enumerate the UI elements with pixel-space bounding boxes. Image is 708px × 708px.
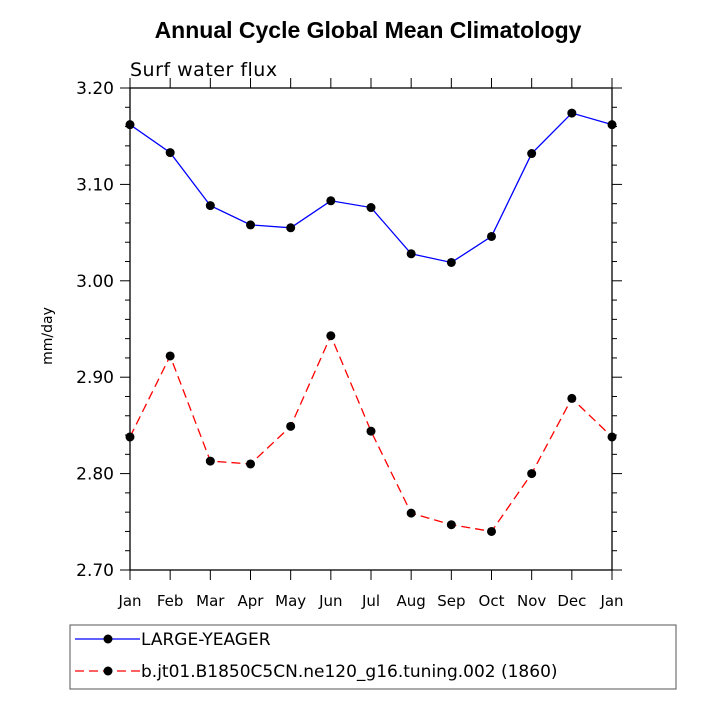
x-tick-label: Nov [517, 592, 546, 610]
legend-box [69, 624, 677, 690]
y-tick-label: 3.20 [76, 79, 114, 99]
x-tick-label: Feb [157, 592, 184, 610]
y-tick-label: 3.00 [76, 272, 114, 292]
x-tick-label: Jun [318, 592, 342, 610]
series-2-point [366, 426, 376, 436]
series-1-point [205, 201, 215, 211]
plot-frame [129, 87, 613, 571]
series-2-point [567, 393, 577, 403]
series-2-point [326, 331, 336, 341]
y-tick-label: 2.70 [76, 561, 114, 581]
legend-label-1: LARGE-YEAGER [141, 630, 271, 650]
series-1-point [246, 220, 255, 230]
series-2-point [125, 432, 135, 442]
x-tick-label: Aug [397, 592, 426, 610]
y-axis-label: mm/day [40, 307, 56, 365]
x-tick-label: Jan [117, 592, 141, 610]
x-tick-label: May [275, 592, 306, 610]
series-1-point [446, 257, 456, 267]
x-tick-label: Jul [361, 592, 380, 610]
series-1-point [567, 108, 577, 118]
series-2-point [487, 526, 496, 536]
series-1-point [527, 149, 537, 159]
legend-marker-1 [103, 634, 113, 644]
legend: LARGE-YEAGER b.jt01.B1850C5CN.ne120_g16.t… [69, 624, 677, 690]
x-tick-label: Oct [479, 592, 505, 610]
series-1-point [165, 148, 175, 158]
x-tick-label: Mar [196, 592, 225, 610]
legend-label-2: b.jt01.B1850C5CN.ne120_g16.tuning.002 (1… [141, 662, 558, 682]
series-1-point [487, 231, 496, 241]
chart-title: Annual Cycle Global Mean Climatology [155, 17, 582, 43]
series-1-point [286, 223, 296, 233]
chart-subtitle: Surf water flux [130, 59, 278, 81]
y-tick-label: 2.90 [76, 368, 114, 388]
y-tick-label: 3.10 [76, 175, 114, 195]
x-tick-label: Apr [238, 592, 265, 610]
series-2-point [286, 421, 296, 431]
y-tick-label: 2.80 [76, 465, 114, 485]
series-1-point [326, 196, 336, 206]
legend-marker-2 [103, 666, 113, 676]
x-tick-label: Jan [599, 592, 623, 610]
series-line-1 [129, 112, 613, 264]
plot-area: 2.70 2.80 2.90 3.00 3.10 3.20 Jan Feb Mar Apr May J… [76, 78, 624, 610]
series-1-point [406, 249, 416, 259]
series-1-point [607, 120, 617, 130]
series-2-point [607, 432, 617, 442]
series-1-point [366, 203, 376, 213]
x-tick-label: Dec [557, 592, 586, 610]
series-2-point [165, 351, 175, 361]
series-2-point [446, 520, 456, 530]
series-2-point [406, 508, 416, 518]
series-2-point [246, 459, 255, 469]
x-tick-label: Sep [437, 592, 465, 610]
series-1-point [125, 120, 135, 130]
series-2-point [205, 456, 215, 466]
series-2-point [527, 469, 537, 479]
